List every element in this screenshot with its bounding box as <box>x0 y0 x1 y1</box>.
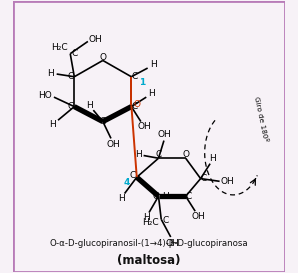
Text: 4: 4 <box>123 178 130 187</box>
Text: C: C <box>186 192 192 201</box>
Text: H₂C: H₂C <box>142 218 159 227</box>
Text: OH: OH <box>191 212 205 221</box>
Text: O: O <box>99 53 106 62</box>
Text: H: H <box>135 150 142 159</box>
Text: H: H <box>86 101 93 110</box>
Text: OH: OH <box>220 177 234 186</box>
Text: O-α-D-glucopiranosil-(1→4)-β-D-glucopiranosa: O-α-D-glucopiranosil-(1→4)-β-D-glucopira… <box>50 239 248 248</box>
Text: C: C <box>155 150 162 159</box>
Text: HO: HO <box>38 91 52 100</box>
Text: H: H <box>119 194 125 203</box>
Text: 1: 1 <box>139 78 145 87</box>
Text: C: C <box>100 117 106 126</box>
Text: H₂C: H₂C <box>52 43 68 52</box>
Text: OH: OH <box>158 130 171 139</box>
Text: C: C <box>131 102 138 111</box>
Text: Giro de 180º: Giro de 180º <box>253 96 268 142</box>
Text: C: C <box>162 216 168 225</box>
Text: H: H <box>143 213 150 222</box>
Text: (maltosa): (maltosa) <box>117 254 181 267</box>
Text: H: H <box>162 192 169 201</box>
Text: O: O <box>182 150 189 159</box>
Text: C: C <box>130 171 136 180</box>
Text: C: C <box>131 72 138 81</box>
Text: OH: OH <box>137 123 151 132</box>
Text: H: H <box>47 69 54 78</box>
Text: C: C <box>72 49 78 58</box>
Text: C: C <box>68 72 74 81</box>
Text: C: C <box>152 192 158 201</box>
Text: H: H <box>150 60 157 69</box>
Text: H: H <box>148 89 155 98</box>
Text: H: H <box>49 120 56 129</box>
Text: OH: OH <box>88 35 102 44</box>
Text: C: C <box>68 102 74 111</box>
Text: H: H <box>209 154 216 163</box>
Text: OH: OH <box>165 239 179 248</box>
Text: C: C <box>201 174 207 183</box>
Text: OH: OH <box>106 140 120 149</box>
Text: O: O <box>134 100 141 109</box>
